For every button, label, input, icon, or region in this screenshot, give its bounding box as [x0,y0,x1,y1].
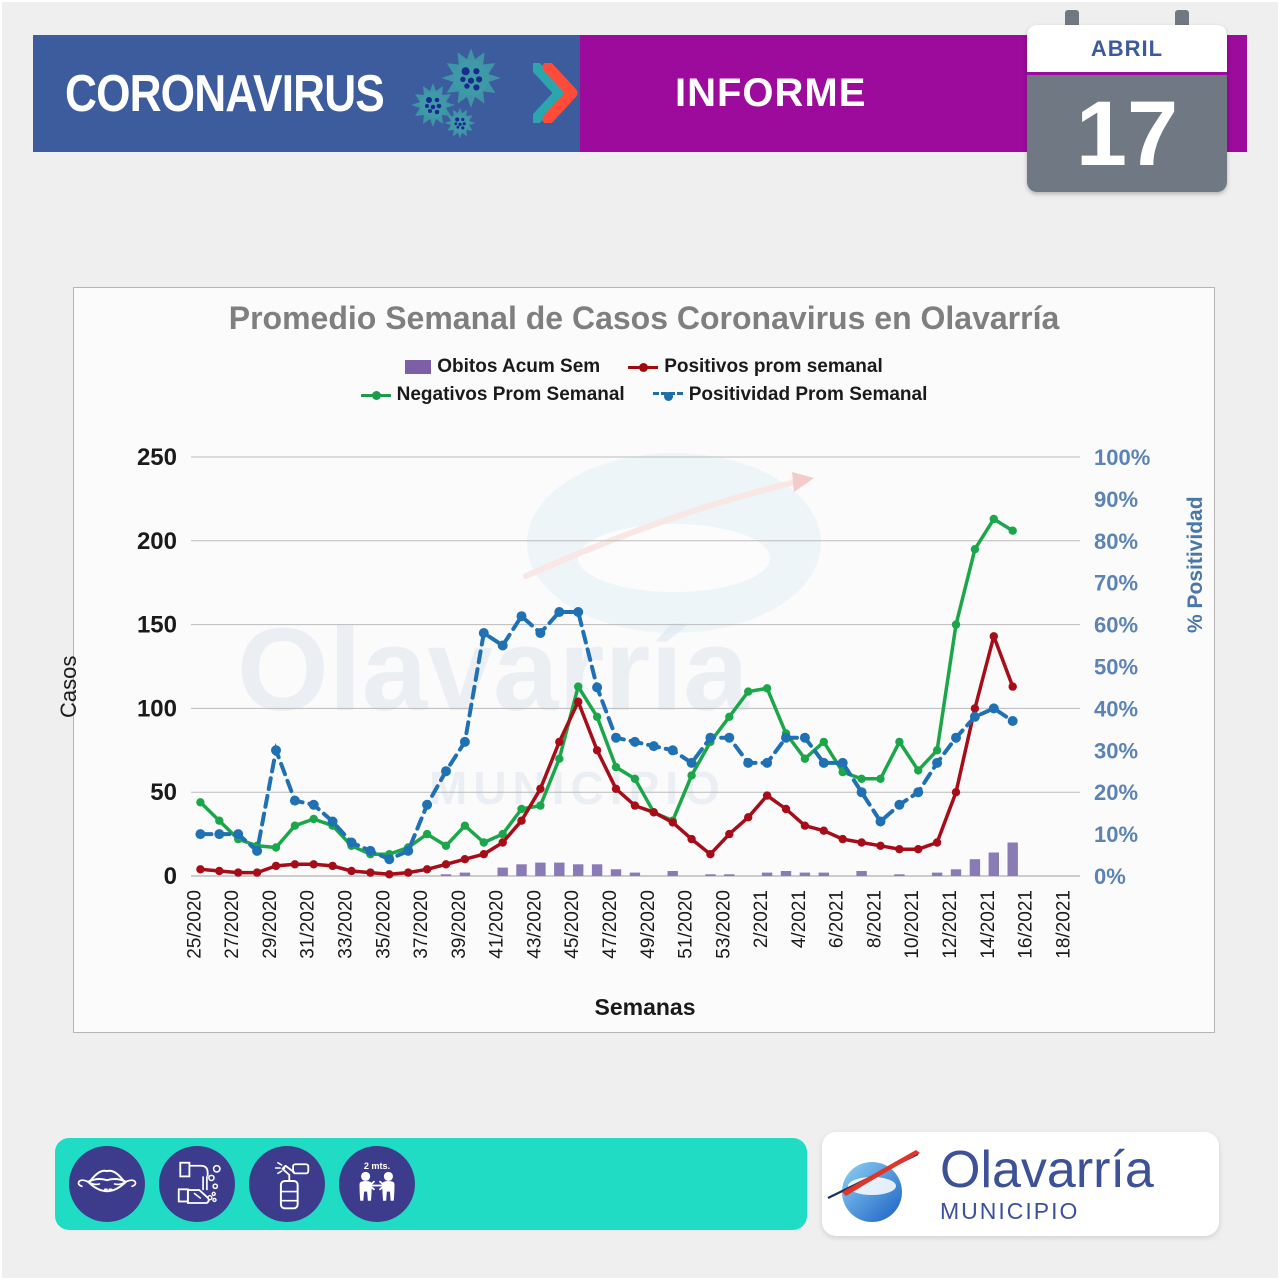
svg-text:35/2020: 35/2020 [373,890,394,959]
svg-text:41/2020: 41/2020 [487,890,508,959]
svg-text:16/2021: 16/2021 [1016,890,1037,959]
svg-text:18/2021: 18/2021 [1053,890,1074,959]
svg-text:70%: 70% [1094,571,1138,596]
svg-text:50%: 50% [1094,655,1138,680]
svg-text:20%: 20% [1094,780,1138,805]
svg-text:49/2020: 49/2020 [638,890,659,959]
svg-text:6/2021: 6/2021 [827,890,848,948]
svg-text:MUNICIPIO: MUNICIPIO [429,762,726,814]
svg-text:2/2021: 2/2021 [751,890,772,948]
svg-text:200: 200 [137,528,177,555]
svg-text:43/2020: 43/2020 [524,890,545,959]
svg-text:29/2020: 29/2020 [260,890,281,959]
svg-text:150: 150 [137,612,177,639]
svg-text:60%: 60% [1094,613,1138,638]
svg-text:0: 0 [164,863,177,890]
svg-text:8/2021: 8/2021 [865,890,886,948]
svg-text:27/2020: 27/2020 [222,890,243,959]
svg-text:80%: 80% [1094,529,1138,554]
svg-text:50: 50 [150,779,177,806]
svg-text:10%: 10% [1094,822,1138,847]
svg-text:10/2021: 10/2021 [902,890,923,959]
svg-text:37/2020: 37/2020 [411,890,432,959]
svg-text:33/2020: 33/2020 [336,890,357,959]
svg-text:12/2021: 12/2021 [940,890,961,959]
svg-text:25/2020: 25/2020 [184,890,205,959]
svg-text:2 mts.: 2 mts. [364,1161,390,1171]
svg-text:0%: 0% [1094,864,1126,889]
svg-text:14/2021: 14/2021 [978,890,999,959]
svg-text:100%: 100% [1094,445,1150,470]
svg-text:31/2020: 31/2020 [298,890,319,959]
svg-text:39/2020: 39/2020 [449,890,470,959]
svg-text:47/2020: 47/2020 [600,890,621,959]
svg-text:45/2020: 45/2020 [562,890,583,959]
svg-text:100: 100 [137,695,177,722]
svg-text:53/2020: 53/2020 [713,890,734,959]
svg-text:40%: 40% [1094,696,1138,721]
svg-text:51/2020: 51/2020 [676,890,697,959]
svg-text:4/2021: 4/2021 [789,890,810,948]
svg-text:90%: 90% [1094,487,1138,512]
svg-text:30%: 30% [1094,738,1138,763]
svg-text:250: 250 [137,444,177,471]
